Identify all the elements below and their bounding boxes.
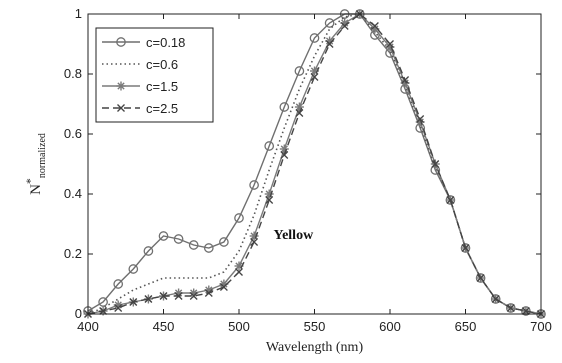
x-tick-label: 700 <box>530 319 552 334</box>
data-point <box>265 196 274 204</box>
x-tick-label: 400 <box>77 319 99 334</box>
data-point <box>113 279 124 289</box>
x-tick-label: 500 <box>228 319 250 334</box>
data-point <box>264 141 275 151</box>
legend-label: c=1.5 <box>146 79 178 94</box>
data-point <box>294 66 305 76</box>
data-point <box>416 115 425 123</box>
data-point <box>158 231 169 241</box>
data-point <box>219 237 229 247</box>
x-tick-label: 450 <box>153 319 175 334</box>
legend-label: c=0.18 <box>146 35 185 50</box>
data-point <box>116 37 126 47</box>
y-tick-label: 0.8 <box>64 66 82 81</box>
data-point <box>401 76 410 84</box>
data-point <box>250 238 259 246</box>
legend-item: c=1.5 <box>102 79 178 94</box>
y-tick-label: 0.4 <box>64 186 82 201</box>
y-axis-ticks: 0 0.2 0.4 0.6 0.8 1 <box>64 6 541 321</box>
data-point <box>98 297 108 307</box>
data-point <box>117 104 125 112</box>
data-point <box>446 196 455 204</box>
data-point <box>386 40 394 48</box>
data-point <box>189 292 198 300</box>
legend-box <box>95 27 214 123</box>
data-point <box>188 240 199 250</box>
legend-item: c=0.18 <box>102 35 185 50</box>
y-axis-label: N*normalized <box>23 133 48 195</box>
y-tick-label: 0.6 <box>64 126 82 141</box>
y-axis-label-sup: * <box>23 178 37 184</box>
legend: c=0.18 c=0.6 c=1.5 c=2.5 <box>95 27 214 123</box>
data-point <box>116 81 126 91</box>
x-tick-label: 550 <box>304 319 326 334</box>
svg-text:N*normalized: N*normalized <box>23 133 48 195</box>
y-tick-label: 1 <box>75 6 82 21</box>
data-point <box>280 151 289 159</box>
y-tick-label: 0 <box>75 306 82 321</box>
data-point <box>144 295 153 303</box>
data-point <box>491 295 500 303</box>
y-axis-label-sub: normalized <box>37 133 48 178</box>
data-point <box>128 264 139 274</box>
data-point <box>235 268 243 276</box>
data-point <box>279 102 290 112</box>
data-point <box>204 289 213 297</box>
data-point <box>310 73 319 81</box>
data-point <box>325 40 334 48</box>
data-point <box>309 33 320 43</box>
data-point <box>461 244 470 252</box>
data-point <box>506 304 515 312</box>
data-point <box>324 18 335 28</box>
y-tick-label: 0.2 <box>64 246 82 261</box>
data-point <box>476 274 485 282</box>
x-tick-label: 600 <box>379 319 401 334</box>
data-point <box>340 22 349 30</box>
data-point <box>143 246 154 256</box>
data-point <box>159 292 168 300</box>
x-axis-ticks: 400 450 500 550 600 650 700 <box>77 14 552 334</box>
data-point <box>295 109 304 117</box>
legend-item: c=2.5 <box>102 101 178 116</box>
plot-area <box>83 9 546 319</box>
data-point <box>173 234 184 244</box>
data-point <box>99 307 108 315</box>
legend-label: c=2.5 <box>146 101 178 116</box>
data-point <box>174 292 183 300</box>
y-axis-label-main: N <box>28 184 44 195</box>
data-point <box>219 283 228 291</box>
data-point <box>129 298 138 306</box>
chart-annotation: Yellow <box>274 228 315 243</box>
data-point <box>234 213 244 223</box>
legend-label: c=0.6 <box>146 57 178 72</box>
data-point <box>114 304 123 312</box>
data-point <box>203 243 214 253</box>
x-tick-label: 650 <box>455 319 477 334</box>
series-c=2.5 <box>84 10 545 318</box>
data-point <box>249 180 259 190</box>
data-point <box>431 160 440 168</box>
legend-item: c=0.6 <box>102 57 178 72</box>
data-point <box>521 307 530 315</box>
x-axis-label: Wavelength (nm) <box>266 340 364 355</box>
data-point <box>370 22 379 30</box>
